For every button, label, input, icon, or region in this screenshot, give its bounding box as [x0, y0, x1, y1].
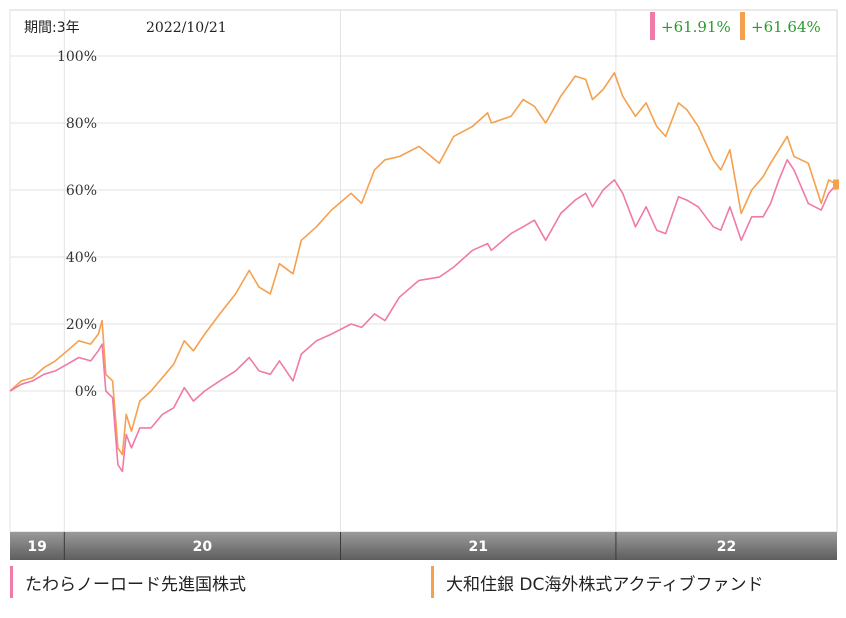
end-marker: [833, 179, 839, 190]
legend-item-orange: 大和住銀 DC海外株式アクティブファンド: [431, 562, 764, 602]
legend-label-orange: 大和住銀 DC海外株式アクティブファンド: [446, 574, 764, 595]
return-label: +61.64%: [751, 18, 821, 36]
return-swatch: [650, 12, 655, 40]
series-line-pink: [9, 159, 838, 473]
y-tick-label: 0%: [75, 384, 97, 400]
return-swatch: [740, 12, 745, 40]
legend-swatch-orange: [431, 566, 434, 598]
y-tick-label: 20%: [66, 317, 97, 333]
x-tick-label: 19: [27, 539, 46, 555]
x-tick-label: 21: [468, 539, 487, 555]
legend-swatch-pink: [10, 566, 13, 598]
return-label: +61.91%: [661, 18, 731, 36]
x-axis-band: [10, 532, 837, 560]
x-tick-label: 22: [717, 539, 736, 555]
x-tick-label: 20: [193, 539, 213, 555]
plot-frame: [9, 9, 838, 533]
y-tick-label: 80%: [66, 116, 97, 132]
y-tick-label: 100%: [57, 49, 97, 65]
y-tick-label: 40%: [66, 250, 97, 266]
legend-item-pink: たわらノーロード先進国株式: [10, 562, 246, 602]
legend-label-pink: たわらノーロード先進国株式: [25, 574, 246, 595]
series-line-orange: [9, 72, 838, 456]
period-label: 期間:3年: [24, 20, 80, 36]
date-label: 2022/10/21: [146, 20, 227, 36]
y-tick-label: 60%: [66, 183, 97, 199]
